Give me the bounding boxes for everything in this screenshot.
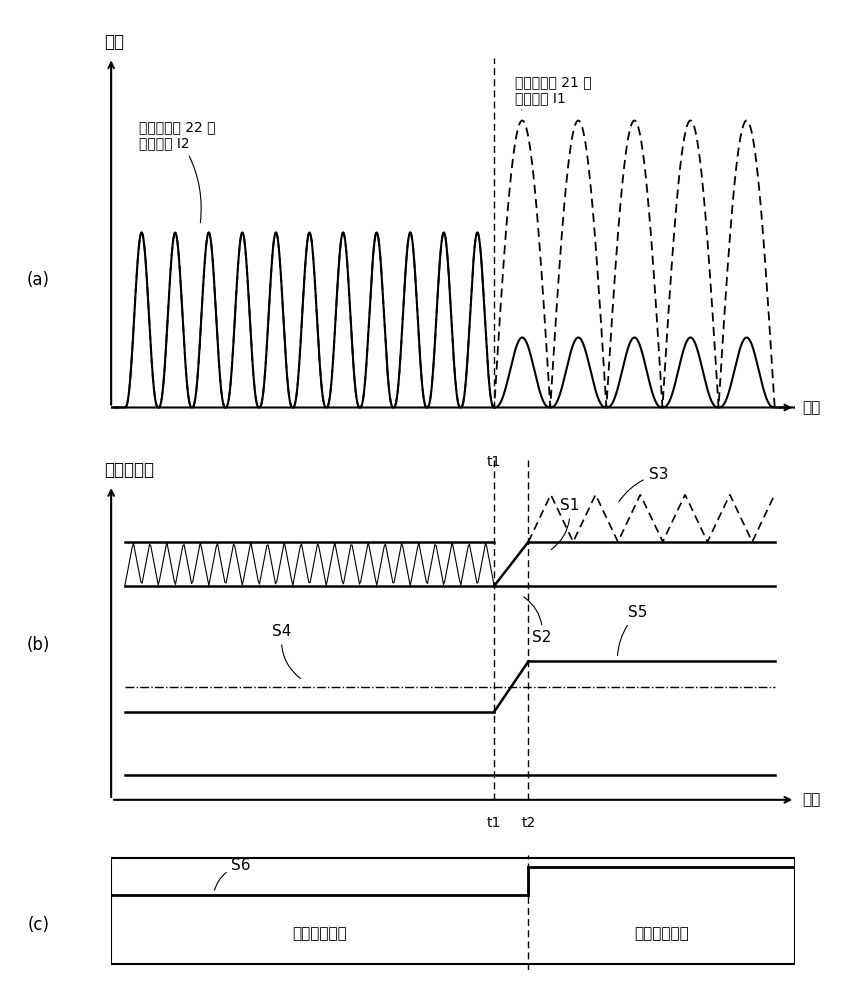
Text: S1: S1 <box>551 498 579 550</box>
Text: S5: S5 <box>617 605 647 655</box>
Text: 电流检测值: 电流检测值 <box>104 461 154 479</box>
Text: 电流: 电流 <box>104 32 124 50</box>
Text: （没有警报）: （没有警报） <box>292 926 347 941</box>
Text: t2: t2 <box>522 816 535 830</box>
Text: (a): (a) <box>27 271 50 289</box>
Text: S6: S6 <box>215 858 251 890</box>
Text: 二极管电桥 21 的
整流电流 I1: 二极管电桥 21 的 整流电流 I1 <box>515 75 592 110</box>
Text: 时间: 时间 <box>802 792 820 807</box>
Text: t1: t1 <box>487 455 501 469</box>
Text: t1: t1 <box>487 816 501 830</box>
Text: S4: S4 <box>273 624 300 679</box>
Text: (b): (b) <box>27 636 50 654</box>
Text: S2: S2 <box>524 597 551 646</box>
Text: 二极管电桥 22 的
整流电流 I2: 二极管电桥 22 的 整流电流 I2 <box>139 120 215 223</box>
Text: S3: S3 <box>619 467 668 502</box>
Text: (c): (c) <box>27 916 50 934</box>
Text: （输出警报）: （输出警报） <box>634 926 689 941</box>
Text: 时间: 时间 <box>802 400 820 415</box>
